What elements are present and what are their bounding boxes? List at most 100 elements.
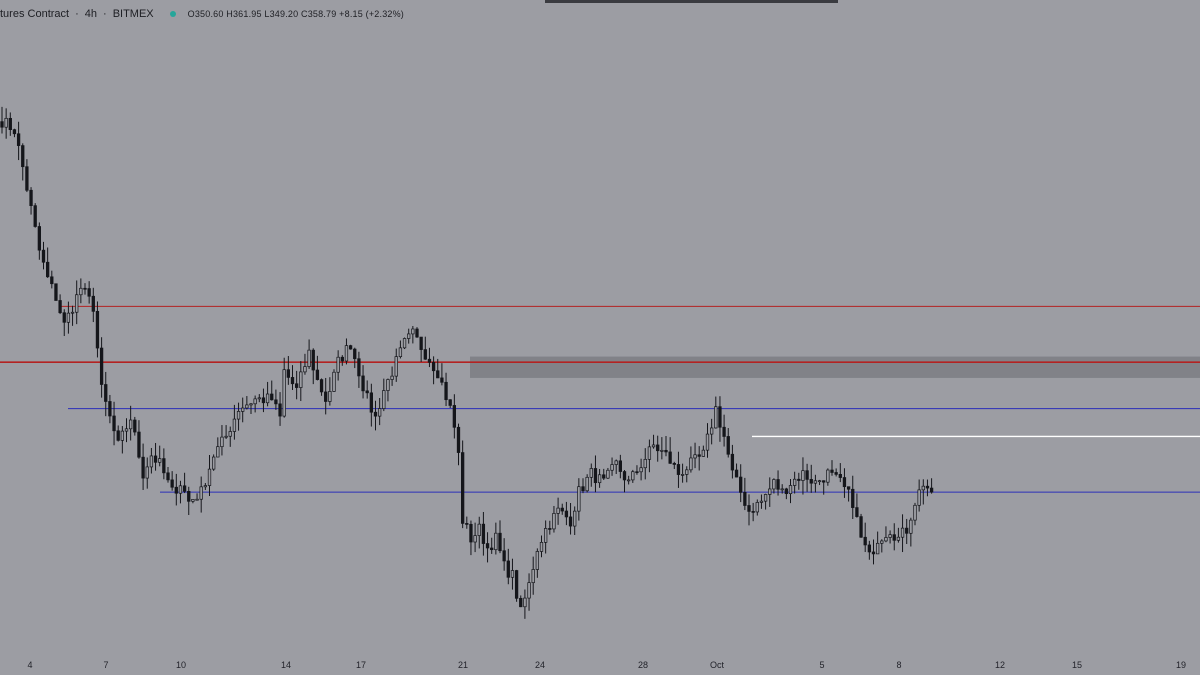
candle-body [361, 375, 365, 392]
candle-body [573, 510, 577, 527]
candle-body [514, 570, 519, 599]
candle-body [340, 356, 344, 362]
candle-body [261, 397, 266, 404]
candle-body [709, 427, 714, 435]
x-tick-label: 4 [27, 660, 32, 670]
candle-body [759, 500, 764, 503]
candle-body [751, 511, 755, 513]
candle-body [490, 547, 494, 551]
candle-body [838, 474, 842, 478]
candle-body [315, 369, 320, 380]
candle-body [763, 494, 768, 502]
candle-body [900, 527, 905, 538]
supply-zone [470, 356, 1200, 378]
candle-body [182, 485, 187, 492]
candle-body [286, 369, 290, 378]
candle-body [734, 469, 739, 478]
candle-body [776, 479, 780, 490]
candle-body [622, 471, 627, 481]
candle-body [83, 287, 87, 290]
candle-body [552, 513, 556, 530]
candle-body [299, 371, 303, 388]
candle-body [448, 399, 452, 406]
candle-body [191, 499, 195, 502]
candle-body [626, 479, 631, 482]
candle-body [112, 415, 116, 432]
candle-body [436, 370, 440, 379]
candle-body [755, 502, 759, 513]
candle-body [714, 406, 718, 429]
candle-body [0, 121, 4, 128]
x-tick-label: 5 [819, 660, 824, 670]
candle-body [394, 356, 398, 377]
x-tick-label: 7 [103, 660, 108, 670]
x-tick-label: 8 [896, 660, 901, 670]
candle-body [307, 349, 311, 367]
candle-body [871, 551, 876, 555]
candle-body [162, 458, 166, 474]
candle-body [826, 469, 830, 483]
candle-body [747, 505, 751, 512]
candle-body [224, 435, 228, 438]
candle-body [859, 516, 863, 538]
top-toolbar-edge [545, 0, 838, 3]
candle-body [909, 519, 913, 534]
candle-body [452, 405, 456, 428]
candle-body [772, 479, 776, 490]
candle-body [473, 535, 477, 543]
candle-body [697, 454, 701, 457]
x-tick-label: 14 [281, 660, 291, 670]
candle-body [357, 358, 361, 377]
candle-body [378, 408, 382, 417]
candle-body [290, 377, 295, 385]
candle-body [510, 570, 515, 578]
candle-body [842, 477, 847, 488]
candle-body [58, 300, 62, 314]
candle-body [602, 474, 606, 479]
candle-body [925, 485, 930, 489]
candle-body [929, 487, 934, 493]
candle-body [178, 485, 183, 494]
candle-body [75, 294, 79, 313]
symbol-name: tures Contract [0, 8, 70, 20]
candle-body [365, 390, 369, 394]
candle-body [21, 145, 25, 168]
candle-body [705, 433, 710, 451]
candle-body [875, 542, 880, 555]
candle-body [427, 358, 432, 363]
candle-body [324, 391, 328, 402]
x-tick-label: 15 [1072, 660, 1082, 670]
candle-body [166, 472, 170, 481]
exchange-label: BITMEX [112, 8, 154, 20]
candle-body [730, 453, 735, 471]
separator: · [75, 8, 79, 20]
candle-body [79, 287, 83, 296]
candlesticks [0, 106, 934, 619]
candle-body [589, 468, 593, 478]
candle-body [137, 431, 141, 458]
candle-body [253, 398, 257, 405]
candle-body [461, 452, 465, 524]
candle-body [37, 226, 41, 251]
candle-body [635, 471, 639, 474]
candle-body [726, 436, 730, 455]
candle-body [411, 328, 415, 335]
candle-body [680, 474, 685, 476]
candle-body [606, 469, 610, 479]
candle-body [689, 457, 693, 471]
candle-body [220, 436, 224, 448]
candle-body [232, 418, 237, 432]
candle-body [660, 449, 664, 452]
candle-body [494, 532, 498, 551]
candle-body [456, 426, 461, 453]
interval-label: 4h [84, 8, 98, 20]
candle-body [170, 479, 174, 488]
candle-body [651, 444, 656, 448]
candle-body [373, 411, 378, 417]
x-tick-label: 24 [535, 660, 545, 670]
candle-body [62, 312, 66, 323]
candle-body [66, 312, 71, 323]
candle-body [718, 406, 722, 428]
candle-body [212, 456, 216, 470]
